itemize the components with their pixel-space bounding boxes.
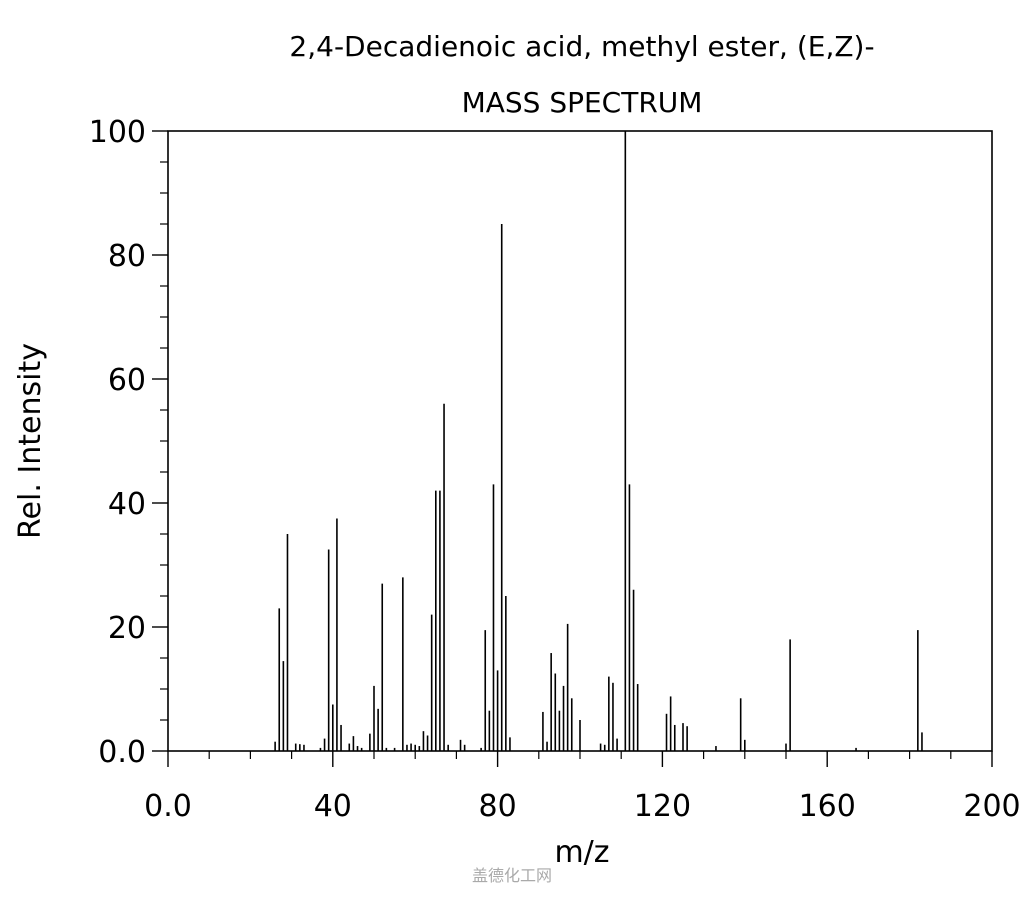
y-tick-label: 40 [108, 487, 146, 522]
x-tick-label: 80 [479, 789, 517, 824]
y-tick-label: 100 [89, 115, 146, 150]
y-tick-label: 60 [108, 363, 146, 398]
x-tick-label: 160 [799, 789, 856, 824]
spectrum-bars [274, 131, 923, 751]
plot-frame [167, 130, 993, 752]
axis-ticks: 0.0 40 80 120 160 200 0.0 20 40 60 80 100 [89, 115, 1021, 824]
chart-subtitle: MASS SPECTRUM [462, 86, 703, 119]
y-tick-label: 0.0 [98, 735, 146, 770]
chart-title: 2,4-Decadienoic acid, methyl ester, (E,Z… [289, 30, 874, 63]
x-tick-label: 200 [963, 789, 1020, 824]
x-tick-label: 40 [314, 789, 352, 824]
y-tick-label: 80 [108, 239, 146, 274]
y-tick-label: 20 [108, 611, 146, 646]
x-tick-label: 0.0 [144, 789, 192, 824]
x-axis-label: m/z [554, 835, 609, 870]
watermark: 盖德化工网 [472, 866, 552, 885]
y-axis-label: Rel. Intensity [13, 343, 48, 539]
x-tick-label: 120 [634, 789, 691, 824]
